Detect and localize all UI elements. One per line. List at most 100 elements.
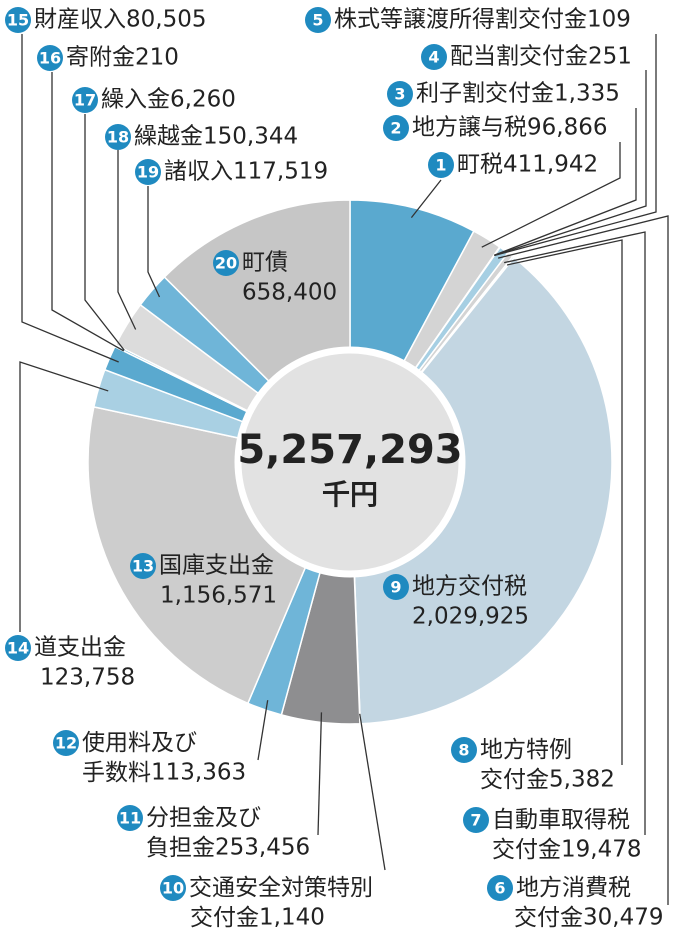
- leader-line: [317, 712, 323, 836]
- badge-number: 14: [7, 639, 29, 658]
- badge: [383, 574, 409, 600]
- badge-number: 19: [137, 163, 159, 182]
- badge-number: 15: [7, 11, 29, 30]
- badge: [387, 81, 413, 107]
- value-label: 5,382: [549, 767, 615, 793]
- badge: [383, 115, 409, 141]
- value-label: 6,260: [170, 87, 236, 113]
- category-label: 地方消費税交付金: [514, 875, 631, 931]
- unit: 千円: [322, 478, 378, 511]
- category-label: 株式等譲渡所得割交付金: [334, 7, 587, 33]
- badge: [130, 553, 156, 579]
- badge-number: 11: [119, 809, 141, 828]
- badge: [213, 250, 239, 276]
- badge: [421, 44, 447, 70]
- badge: [428, 152, 454, 178]
- category-label: 地方交付税: [412, 574, 527, 600]
- value-label: 96,866: [527, 115, 607, 141]
- category-label: 財産収入: [34, 7, 126, 33]
- badge: [117, 805, 143, 831]
- badge-number: 17: [74, 91, 96, 110]
- category-label: 国庫支出金: [159, 553, 274, 579]
- category-label: 繰入金: [101, 87, 170, 113]
- category-label: 諸収入: [164, 159, 233, 185]
- category-label: 道支出金: [34, 635, 126, 661]
- leader-line: [257, 700, 269, 761]
- leader-line: [494, 34, 657, 257]
- badge-number: 12: [55, 734, 77, 753]
- category-label: 地方特例交付金: [480, 737, 572, 793]
- value-label: 1,335: [554, 81, 620, 107]
- value-label: 210: [135, 45, 179, 71]
- category-label: 配当割交付金: [450, 44, 588, 70]
- value-label: 251: [588, 44, 632, 70]
- value-label: 1,140: [259, 905, 325, 931]
- value-label: 2,029,925: [412, 604, 529, 630]
- leader-line: [481, 142, 621, 248]
- value-label: 123,758: [40, 665, 135, 691]
- category-label: 交通安全対策特別交付金: [189, 875, 373, 931]
- category-label: 地方譲与税: [412, 115, 527, 141]
- total: 5,257,293: [237, 427, 462, 473]
- center-disc: [234, 346, 466, 578]
- leader-line: [410, 179, 442, 218]
- badge-number: 18: [107, 128, 129, 147]
- value-label: 30,479: [583, 905, 663, 931]
- category-label: 利子割交付金: [416, 81, 554, 107]
- leader-line: [506, 239, 623, 765]
- badge-number: 4: [428, 48, 439, 67]
- value-label: 80,505: [126, 7, 206, 33]
- category-label: 寄附金: [66, 45, 135, 71]
- badge: [53, 730, 79, 756]
- badge-number: 20: [215, 254, 237, 273]
- labels: 1 町税 411,942 2 地方譲与税 96,866 3 利子割交付金 1,335 4 配当割交付…: [5, 7, 669, 931]
- value-label: 1,156,571: [160, 583, 277, 609]
- badge-number: 7: [470, 811, 481, 830]
- leader-line: [359, 713, 386, 871]
- leader-line: [147, 186, 161, 298]
- badge-number: 9: [390, 578, 401, 597]
- badge: [5, 7, 31, 33]
- leader-line: [51, 72, 125, 352]
- badge-number: 16: [39, 49, 61, 68]
- badge: [105, 124, 131, 150]
- leader-line: [497, 215, 669, 905]
- value-label: 109: [587, 7, 631, 33]
- leader-line: [493, 108, 637, 256]
- badge-number: 3: [394, 85, 405, 104]
- category-label: 使用料及び手数料: [82, 730, 197, 786]
- value-label: 253,456: [215, 835, 310, 861]
- leader-line: [504, 231, 646, 835]
- value-label: 150,344: [203, 124, 298, 150]
- badge: [160, 875, 186, 901]
- badge-number: 13: [132, 557, 154, 576]
- badge: [37, 45, 63, 71]
- value-label: 117,519: [233, 159, 328, 185]
- value-label: 411,942: [503, 152, 598, 178]
- value-label: 113,363: [151, 760, 246, 786]
- category-label: 町税: [457, 152, 503, 178]
- leader-line: [84, 114, 125, 351]
- value-label: 658,400: [242, 280, 337, 306]
- badge-number: 2: [390, 119, 401, 138]
- leader-line: [21, 34, 119, 363]
- badge: [305, 7, 331, 33]
- category-label: 町債: [242, 250, 288, 276]
- badge-number: 10: [162, 879, 184, 898]
- badge: [72, 87, 98, 113]
- badge: [5, 635, 31, 661]
- category-label: 繰越金: [134, 124, 203, 150]
- badge: [451, 737, 477, 763]
- leader-line: [19, 361, 109, 632]
- badge: [487, 875, 513, 901]
- category-label: 自動車取得税交付金: [492, 807, 630, 863]
- leader-line: [117, 150, 137, 330]
- badge-number: 5: [312, 11, 323, 30]
- badge-number: 6: [494, 879, 505, 898]
- leader-line: [494, 70, 647, 257]
- badge: [463, 807, 489, 833]
- badge-number: 8: [458, 741, 469, 760]
- category-label: 分担金及び負担金: [146, 805, 261, 861]
- badge-number: 1: [435, 156, 446, 175]
